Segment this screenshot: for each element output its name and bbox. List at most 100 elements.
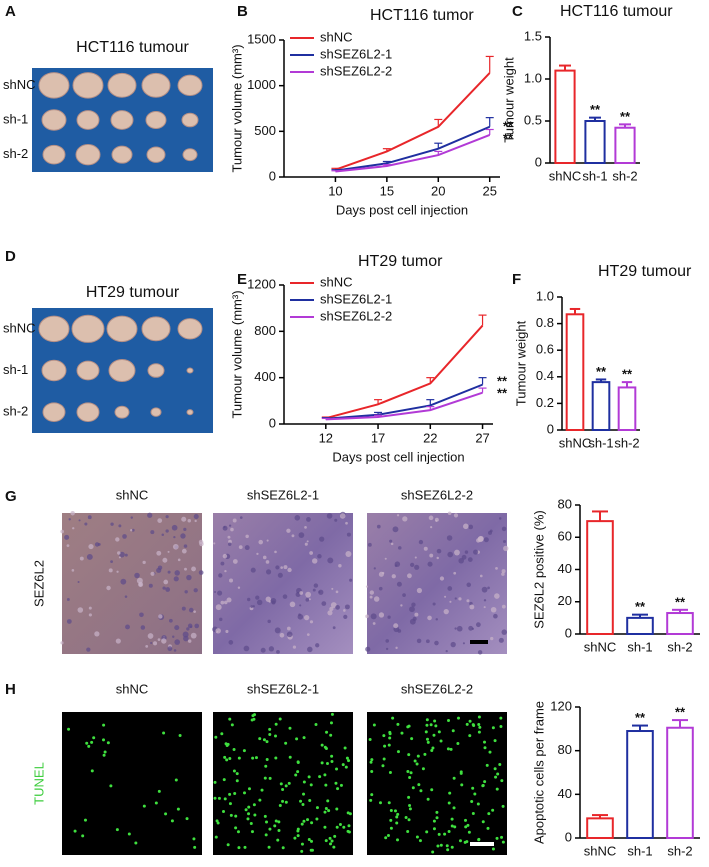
cell (193, 514, 199, 520)
cell (88, 543, 94, 550)
cell (308, 799, 312, 803)
cell (222, 809, 226, 813)
histology-image (62, 513, 202, 654)
cell (162, 731, 166, 735)
y-tick-label: 1.5 (524, 28, 542, 43)
cell (275, 565, 280, 570)
row-label: shNC (3, 77, 36, 92)
cell (320, 761, 324, 765)
cell (306, 517, 311, 522)
cell (268, 646, 275, 652)
cell (400, 731, 404, 735)
tumour (76, 402, 100, 423)
cell (165, 515, 169, 519)
cell (336, 787, 340, 791)
cell (278, 717, 282, 721)
cell (168, 618, 173, 623)
cell (213, 796, 217, 800)
cell (300, 842, 304, 846)
cell (299, 799, 303, 803)
cell (384, 557, 387, 560)
cell (396, 722, 400, 726)
legend-label: shSEZ6L2-1 (320, 291, 392, 306)
cell (425, 737, 429, 741)
cell (481, 784, 485, 788)
cell (94, 631, 100, 637)
cell (190, 632, 197, 639)
cell (329, 842, 333, 846)
cell (214, 835, 218, 839)
cell (215, 628, 221, 634)
cell (170, 819, 174, 823)
cell (501, 804, 505, 808)
cell (387, 801, 391, 805)
cell (274, 550, 277, 554)
cell (483, 599, 487, 602)
error-bar (632, 613, 648, 618)
cell (449, 747, 453, 751)
cell (288, 755, 292, 759)
tumour (141, 72, 171, 98)
cell (398, 546, 402, 550)
cell (456, 716, 460, 720)
cell (234, 826, 238, 830)
cell (79, 556, 84, 561)
cell (317, 554, 322, 559)
column-label: shNC (116, 681, 149, 696)
y-tick-label: 0.6 (536, 342, 554, 357)
cell (378, 612, 385, 618)
cell (501, 526, 507, 532)
cell (286, 528, 291, 533)
cell (395, 815, 399, 819)
cell (329, 721, 333, 725)
cell (425, 639, 430, 644)
tumour (41, 109, 67, 131)
cell (265, 740, 269, 744)
cell (392, 526, 399, 533)
row-label: shNC (3, 320, 36, 335)
cell (258, 798, 262, 802)
cell (471, 786, 475, 790)
cell (102, 753, 106, 757)
cell (435, 618, 438, 621)
cell (147, 633, 154, 639)
bar (617, 386, 637, 432)
cell (234, 814, 238, 818)
cell (330, 759, 334, 763)
series-line (335, 134, 491, 173)
cell (268, 827, 272, 831)
cell (117, 551, 121, 555)
cell (365, 646, 371, 652)
y-tick-label: 800 (254, 323, 276, 338)
cell (130, 516, 133, 519)
cell (343, 609, 346, 612)
cell (237, 586, 241, 589)
error-bar (632, 724, 648, 732)
cell (81, 834, 85, 838)
cell (305, 591, 312, 598)
cell (433, 719, 437, 723)
cell (324, 747, 328, 751)
cell (472, 549, 479, 555)
cell (163, 579, 169, 585)
cell (312, 558, 318, 564)
cell (427, 561, 433, 567)
cell (167, 570, 171, 574)
x-tick-label: shNC (549, 168, 582, 183)
cell (256, 599, 263, 606)
cell (426, 797, 430, 801)
chart-title: HCT116 tumour (560, 3, 673, 20)
cell (451, 729, 455, 733)
cell (218, 573, 223, 578)
cell (370, 793, 374, 797)
cell (462, 642, 465, 645)
cell (247, 787, 251, 791)
cell (419, 789, 423, 793)
cell (161, 638, 167, 644)
cell (335, 825, 339, 829)
cell (296, 760, 300, 764)
cell (386, 834, 390, 838)
cell (268, 776, 272, 780)
cell (108, 568, 113, 573)
cell (265, 569, 272, 575)
